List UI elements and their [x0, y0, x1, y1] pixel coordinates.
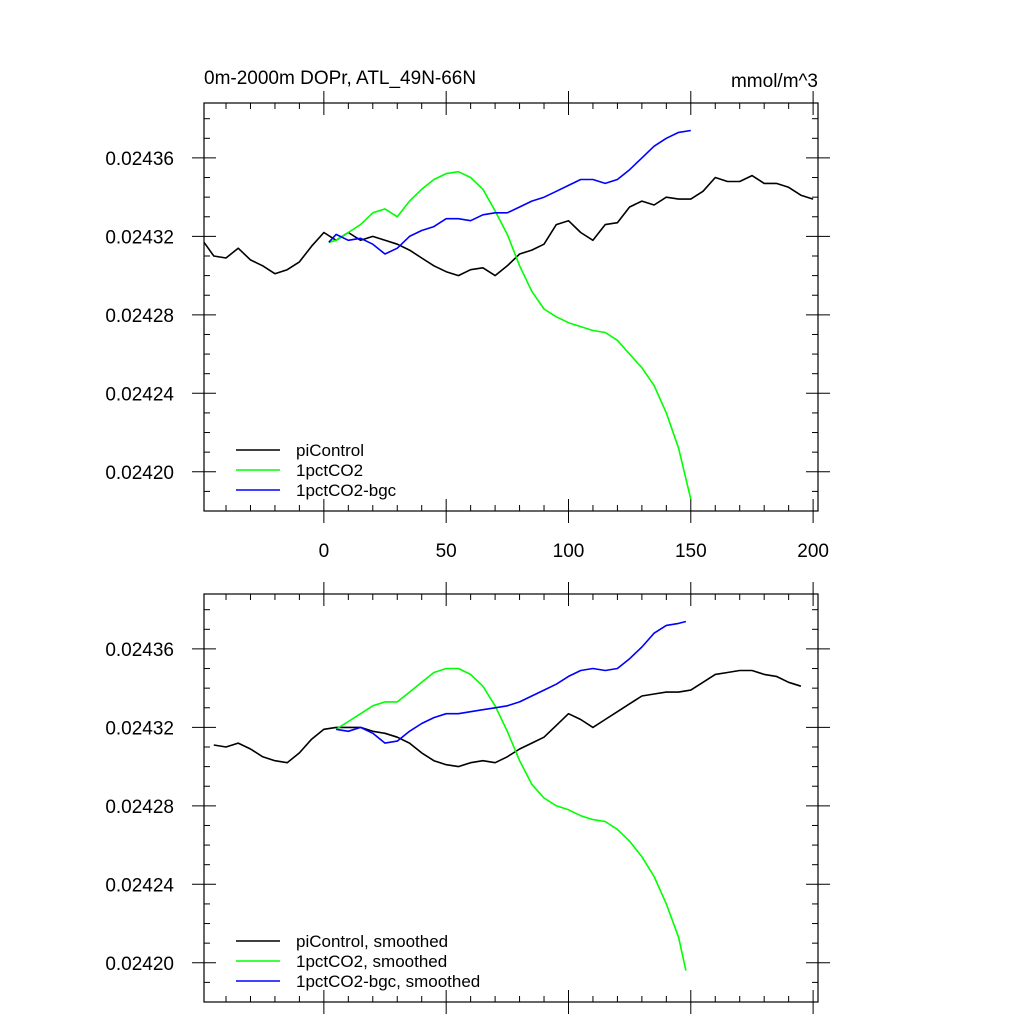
x-tick-label: 200 — [797, 541, 829, 562]
series-line-2 — [328, 170, 692, 500]
y-tick-label: 0.02424 — [105, 875, 174, 896]
y-tick-label: 0.02432 — [105, 718, 174, 739]
series-line-3 — [335, 620, 687, 744]
y-tick-label: 0.02436 — [105, 149, 174, 170]
plot-frame — [203, 102, 819, 512]
y-tick-label: 0.02420 — [105, 463, 174, 484]
y-tick-label: 0.02420 — [105, 954, 174, 975]
series-line-1 — [204, 174, 814, 277]
chart-panel-2: 0.02420 0.02424 0.02428 0.02432 0.02436 piCon… — [105, 582, 830, 1014]
plot-frame — [203, 593, 819, 1003]
x-tick-label: 150 — [675, 541, 707, 562]
legend-label: 1pctCO2-bgc, smoothed — [296, 972, 480, 991]
y-tick-label: 0.02424 — [105, 384, 174, 405]
chart-panel-1: 0 50 100 150 200 0.02420 0.02424 0.02428 0.02432… — [105, 68, 830, 562]
y-tick-label: 0.02432 — [105, 227, 174, 248]
chart-title: 0m-2000m DOPr, ATL_49N-66N — [204, 68, 476, 89]
series-line-3 — [328, 129, 691, 255]
x-tick-label: 100 — [553, 541, 585, 562]
y-tick-label: 0.02428 — [105, 306, 174, 327]
legend-label: 1pctCO2 — [296, 461, 363, 480]
x-tick-label: 50 — [436, 541, 457, 562]
units-label: mmol/m^3 — [731, 71, 818, 92]
series-line-1 — [213, 669, 802, 768]
legend-label: 1pctCO2-bgc — [296, 481, 397, 500]
legend-label: 1pctCO2, smoothed — [296, 952, 447, 971]
legend-label: piControl — [296, 441, 364, 460]
y-tick-label: 0.02428 — [105, 797, 174, 818]
y-tick-label: 0.02436 — [105, 640, 174, 661]
x-tick-label: 0 — [319, 541, 330, 562]
series-line-2 — [335, 667, 687, 971]
legend-label: piControl, smoothed — [296, 932, 448, 951]
